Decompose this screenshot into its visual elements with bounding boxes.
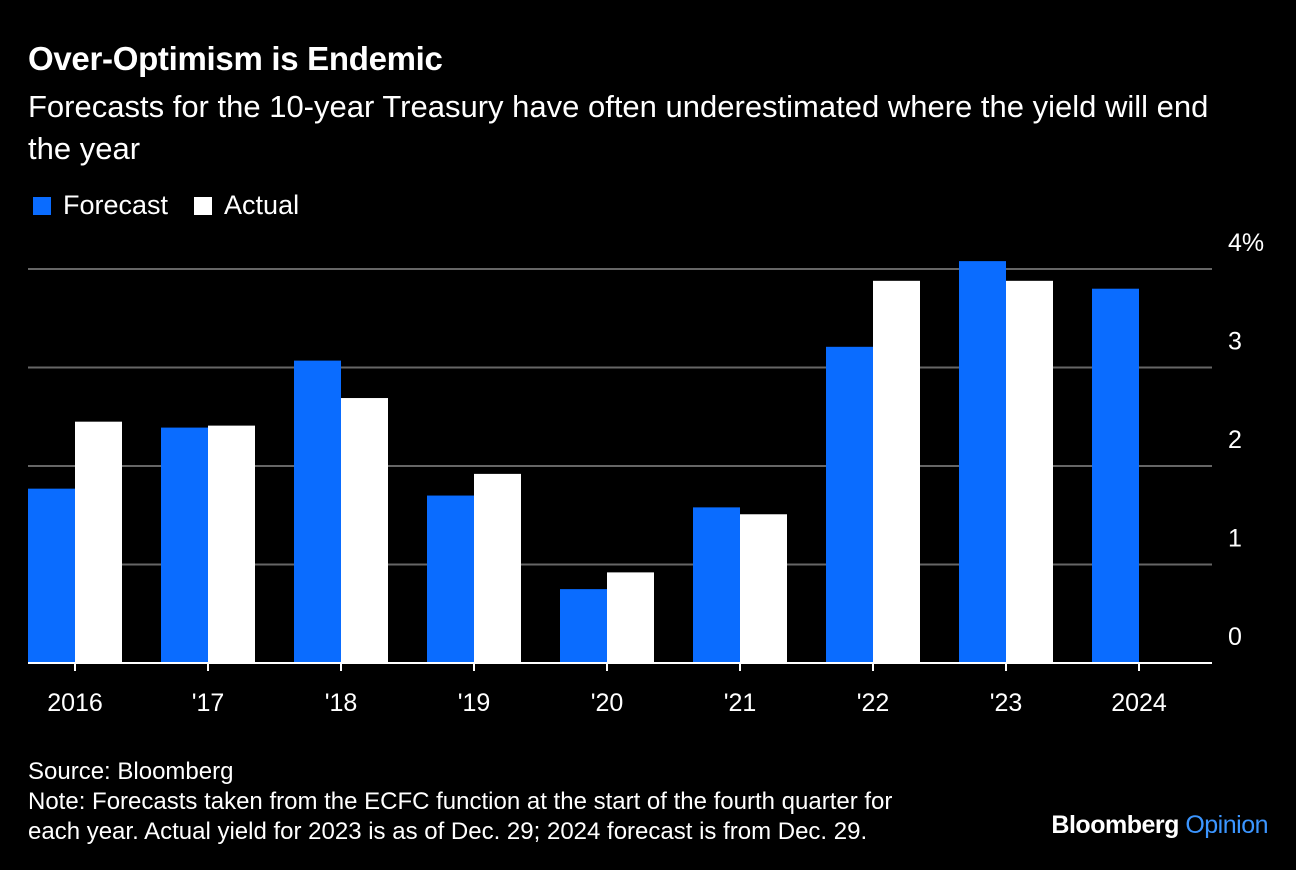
legend-item-forecast: Forecast <box>33 190 168 221</box>
y-tick-label: 3 <box>1228 328 1242 356</box>
bar-forecast <box>161 427 208 663</box>
y-tick-label: 0 <box>1228 623 1242 651</box>
bar-forecast <box>427 495 474 663</box>
bar-actual <box>873 280 920 663</box>
bar-forecast <box>826 346 873 663</box>
brand-name: Bloomberg <box>1051 811 1179 839</box>
brand-logo: Bloomberg Opinion <box>1051 811 1268 840</box>
bar-actual <box>75 421 122 663</box>
bar-forecast <box>693 507 740 663</box>
y-tick-label: 4% <box>1228 229 1264 257</box>
bar-actual <box>474 473 521 663</box>
legend-label-forecast: Forecast <box>63 190 169 220</box>
x-tick-label: 2024 <box>1111 689 1167 717</box>
bar-actual <box>341 398 388 663</box>
bar-forecast <box>294 360 341 663</box>
legend: Forecast Actual <box>33 190 325 221</box>
bar-actual <box>1006 280 1053 663</box>
bar-forecast <box>28 488 75 663</box>
bar-forecast <box>959 261 1006 663</box>
bar-forecast <box>1092 288 1139 663</box>
legend-item-actual: Actual <box>194 190 299 221</box>
bar-chart: 0 1 2 3 4% 2016 '17 '18 '19 '20 '21 '22 '23 2024 <box>28 229 1264 717</box>
legend-label-actual: Actual <box>224 190 300 220</box>
bar-actual <box>208 425 255 663</box>
x-tick-label: '21 <box>724 689 757 717</box>
source-note: Source: Bloomberg <box>28 758 234 785</box>
note-line-1: Note: Forecasts taken from the ECFC func… <box>28 788 893 815</box>
bar-actual <box>607 572 654 663</box>
x-tick-label: 2016 <box>47 689 103 717</box>
x-tick-label: '20 <box>591 689 624 717</box>
footer: Source: Bloomberg Note: Forecasts taken … <box>28 757 892 847</box>
x-tick-label: '22 <box>857 689 890 717</box>
y-tick-label: 2 <box>1228 426 1242 454</box>
x-tick-label: '18 <box>325 689 358 717</box>
note-line-2: each year. Actual yield for 2023 is as o… <box>28 818 868 845</box>
chart-title: Over-Optimism is Endemic <box>28 40 443 77</box>
bar-actual <box>740 514 787 663</box>
chart-subtitle: Forecasts for the 10-year Treasury have … <box>28 89 1209 166</box>
legend-swatch-actual <box>194 196 213 215</box>
x-tick-label: '17 <box>192 689 225 717</box>
brand-suffix: Opinion <box>1185 811 1268 839</box>
x-tick-label: '23 <box>990 689 1023 717</box>
legend-swatch-forecast <box>33 196 51 215</box>
bar-forecast <box>560 589 607 663</box>
x-tick-label: '19 <box>458 689 491 717</box>
y-tick-label: 1 <box>1228 525 1242 553</box>
